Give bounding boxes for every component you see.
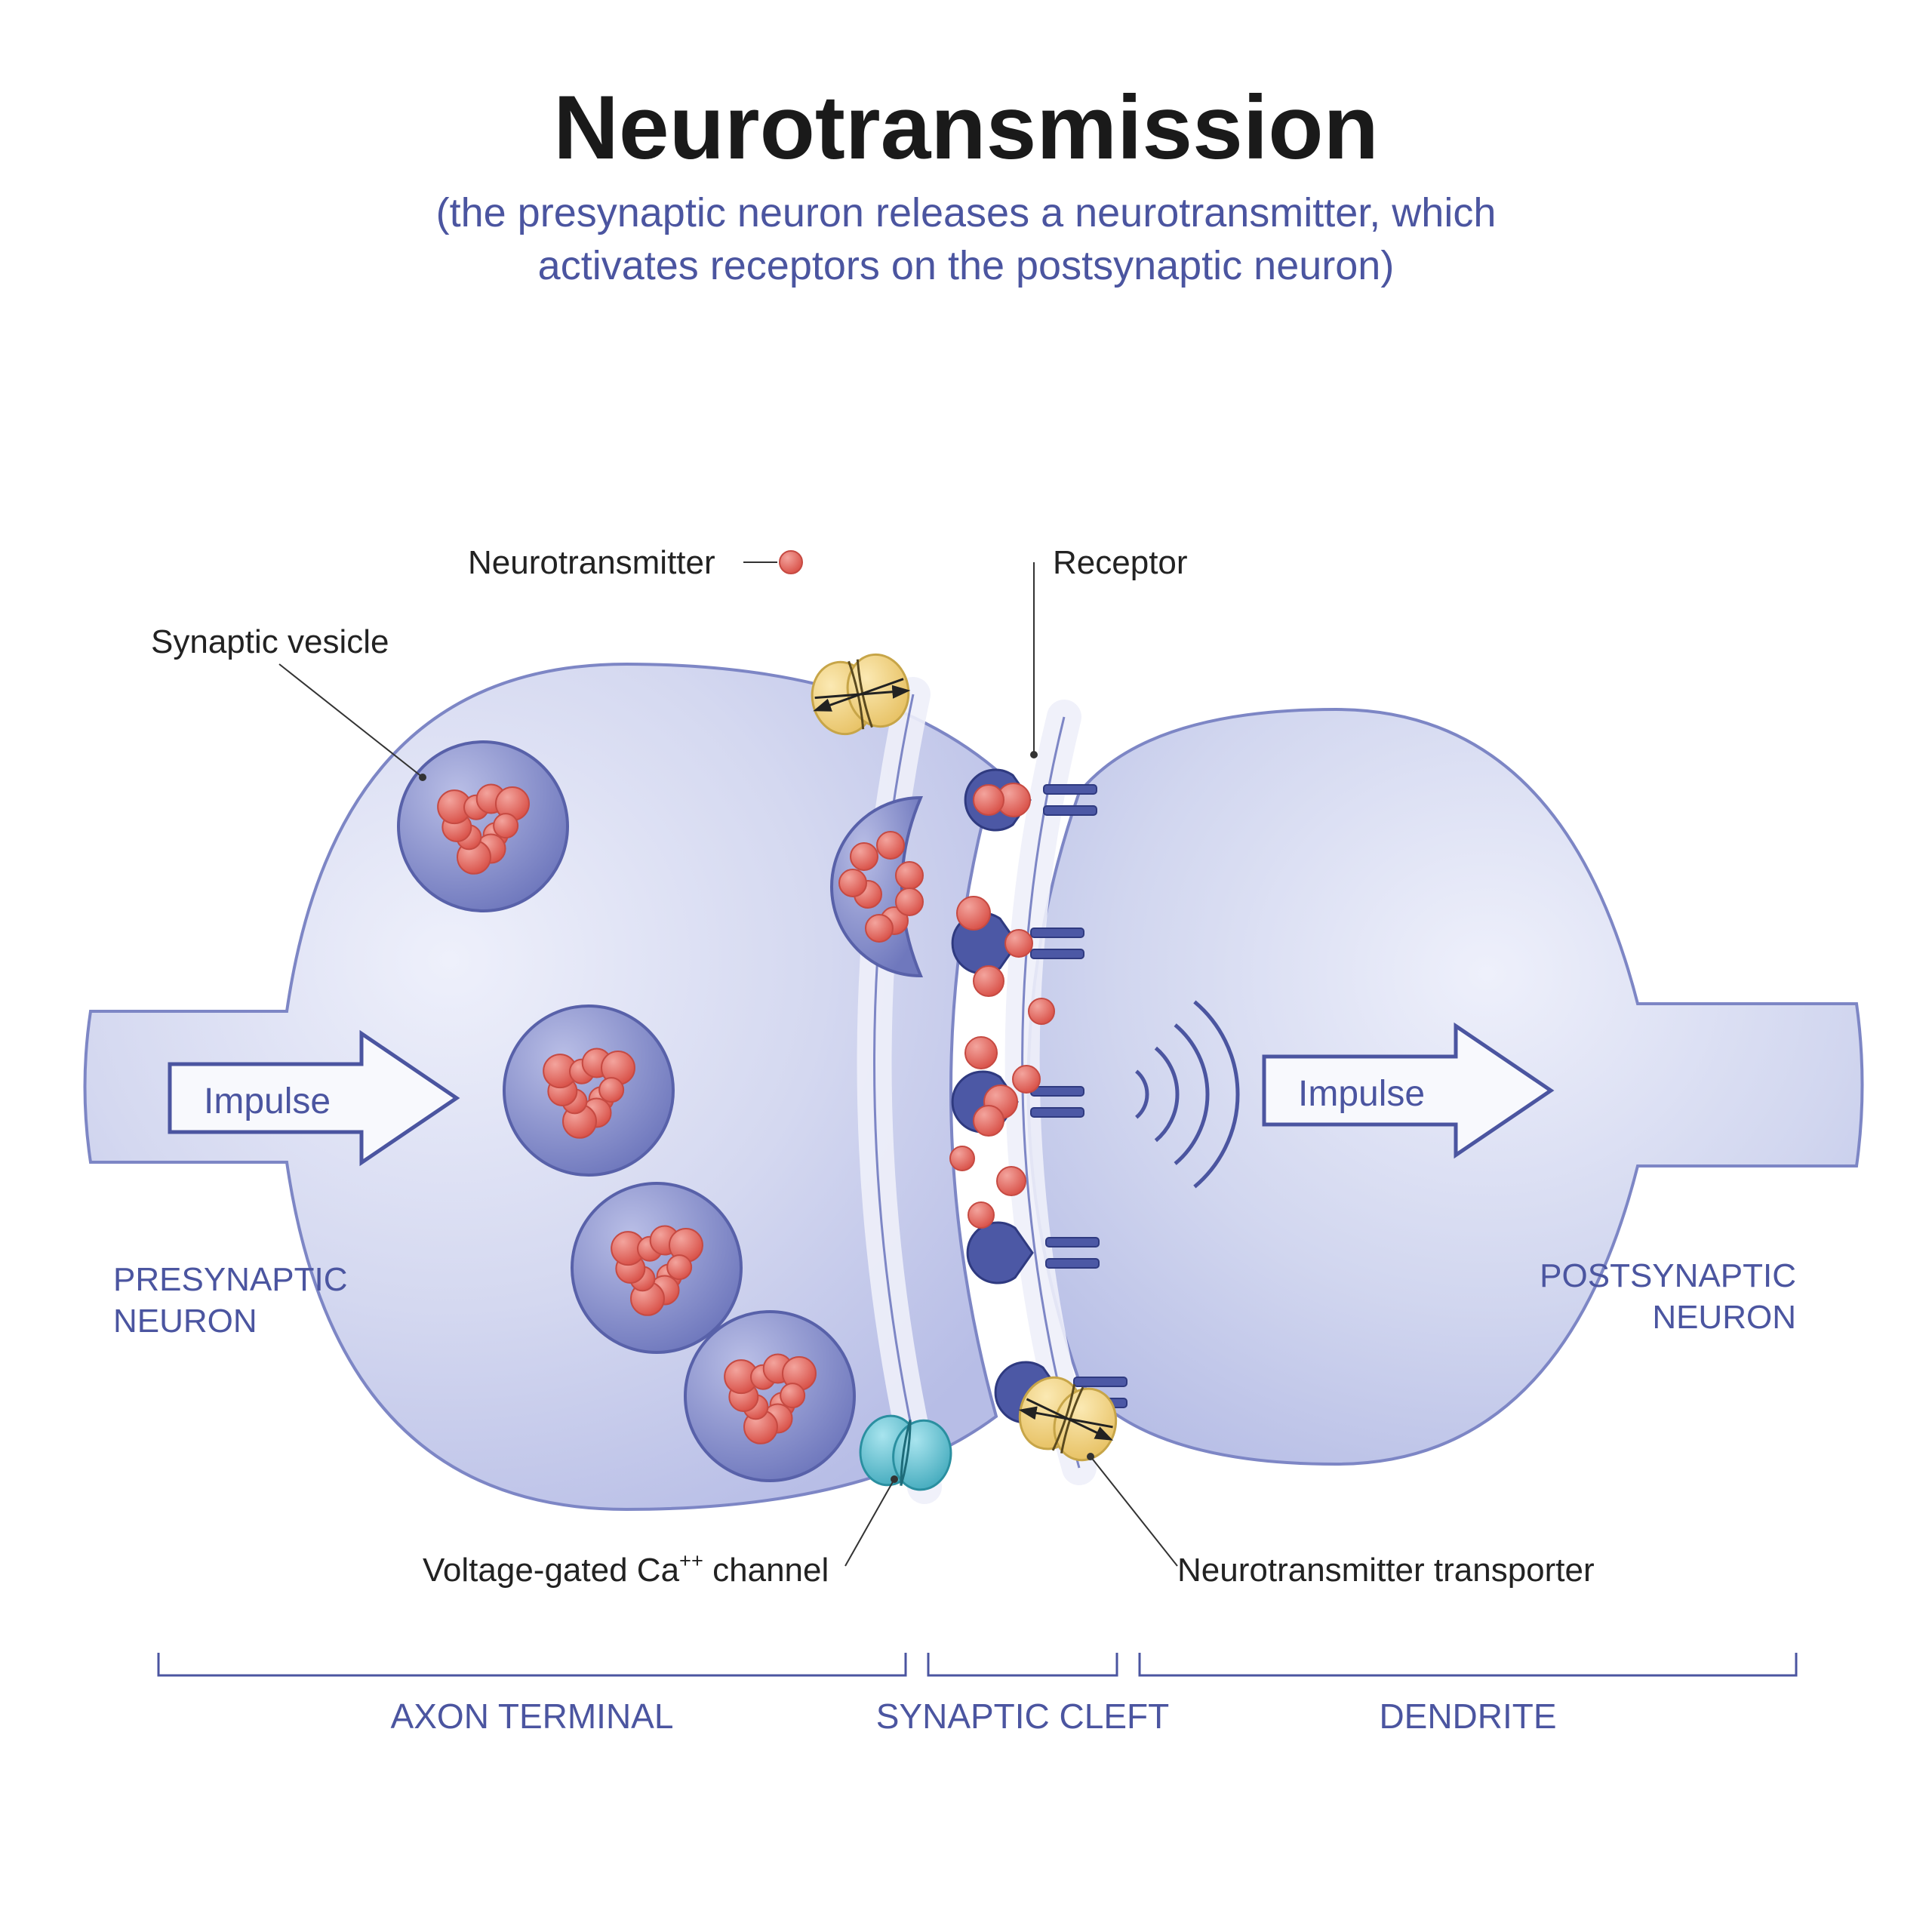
label-postsynaptic-neuron-2: NEURON	[1652, 1299, 1796, 1336]
label-ca-channel: Voltage-gated Ca++ channel	[423, 1549, 829, 1589]
label-presynaptic-neuron-1: PRESYNAPTIC	[113, 1261, 348, 1298]
synaptic-vesicle	[572, 1183, 741, 1352]
label-receptor: Receptor	[1053, 544, 1188, 581]
impulse-label-left: Impulse	[204, 1081, 331, 1121]
region-brackets: AXON TERMINAL SYNAPTIC CLEFT DENDRITE	[158, 1653, 1796, 1736]
diagram-title: Neurotransmission	[553, 77, 1379, 178]
impulse-label-right: Impulse	[1298, 1074, 1425, 1114]
region-dendrite: DENDRITE	[1379, 1697, 1556, 1736]
label-neurotransmitter: Neurotransmitter	[468, 544, 715, 581]
diagram-subtitle-line1: (the presynaptic neuron releases a neuro…	[436, 190, 1497, 235]
label-synaptic-vesicle: Synaptic vesicle	[151, 623, 389, 660]
region-axon_terminal: AXON TERMINAL	[391, 1697, 674, 1736]
synaptic-vesicle	[685, 1312, 854, 1481]
synaptic-vesicle	[398, 742, 568, 911]
label-presynaptic-neuron-2: NEURON	[113, 1303, 257, 1340]
label-nt-transporter: Neurotransmitter transporter	[1177, 1552, 1595, 1589]
label-postsynaptic-neuron-1: POSTSYNAPTIC	[1540, 1257, 1796, 1294]
region-synaptic_cleft: SYNAPTIC CLEFT	[876, 1697, 1170, 1736]
synaptic-vesicle	[504, 1006, 673, 1175]
diagram-subtitle-line2: activates receptors on the postsynaptic …	[538, 243, 1395, 288]
